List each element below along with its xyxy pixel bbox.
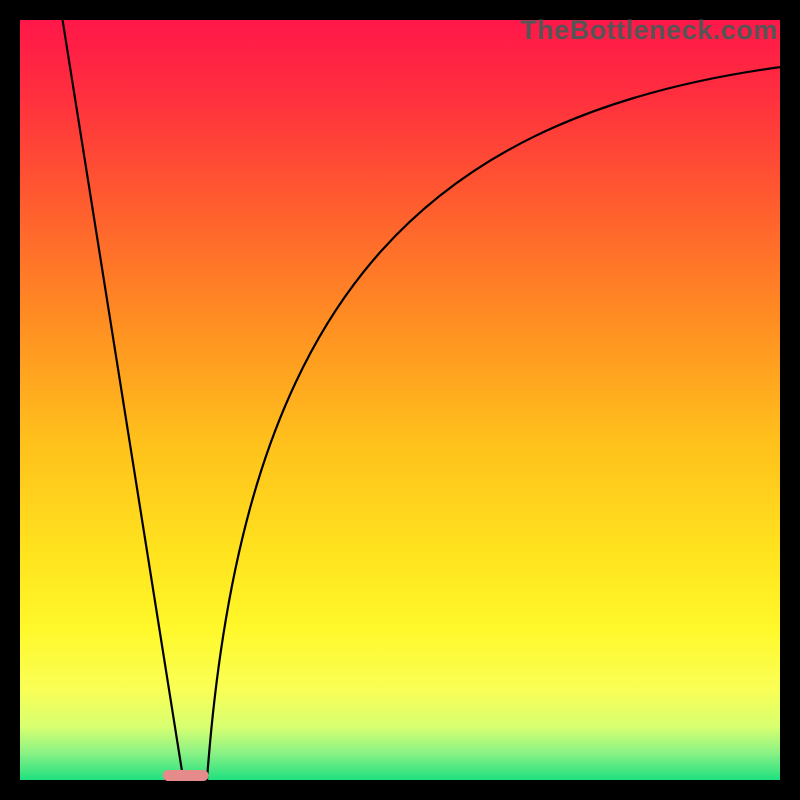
bottleneck-chart [0,0,800,800]
bottleneck-marker [163,770,209,781]
gradient-background [20,20,780,780]
watermark-link[interactable]: TheBottleneck.com [520,15,778,46]
